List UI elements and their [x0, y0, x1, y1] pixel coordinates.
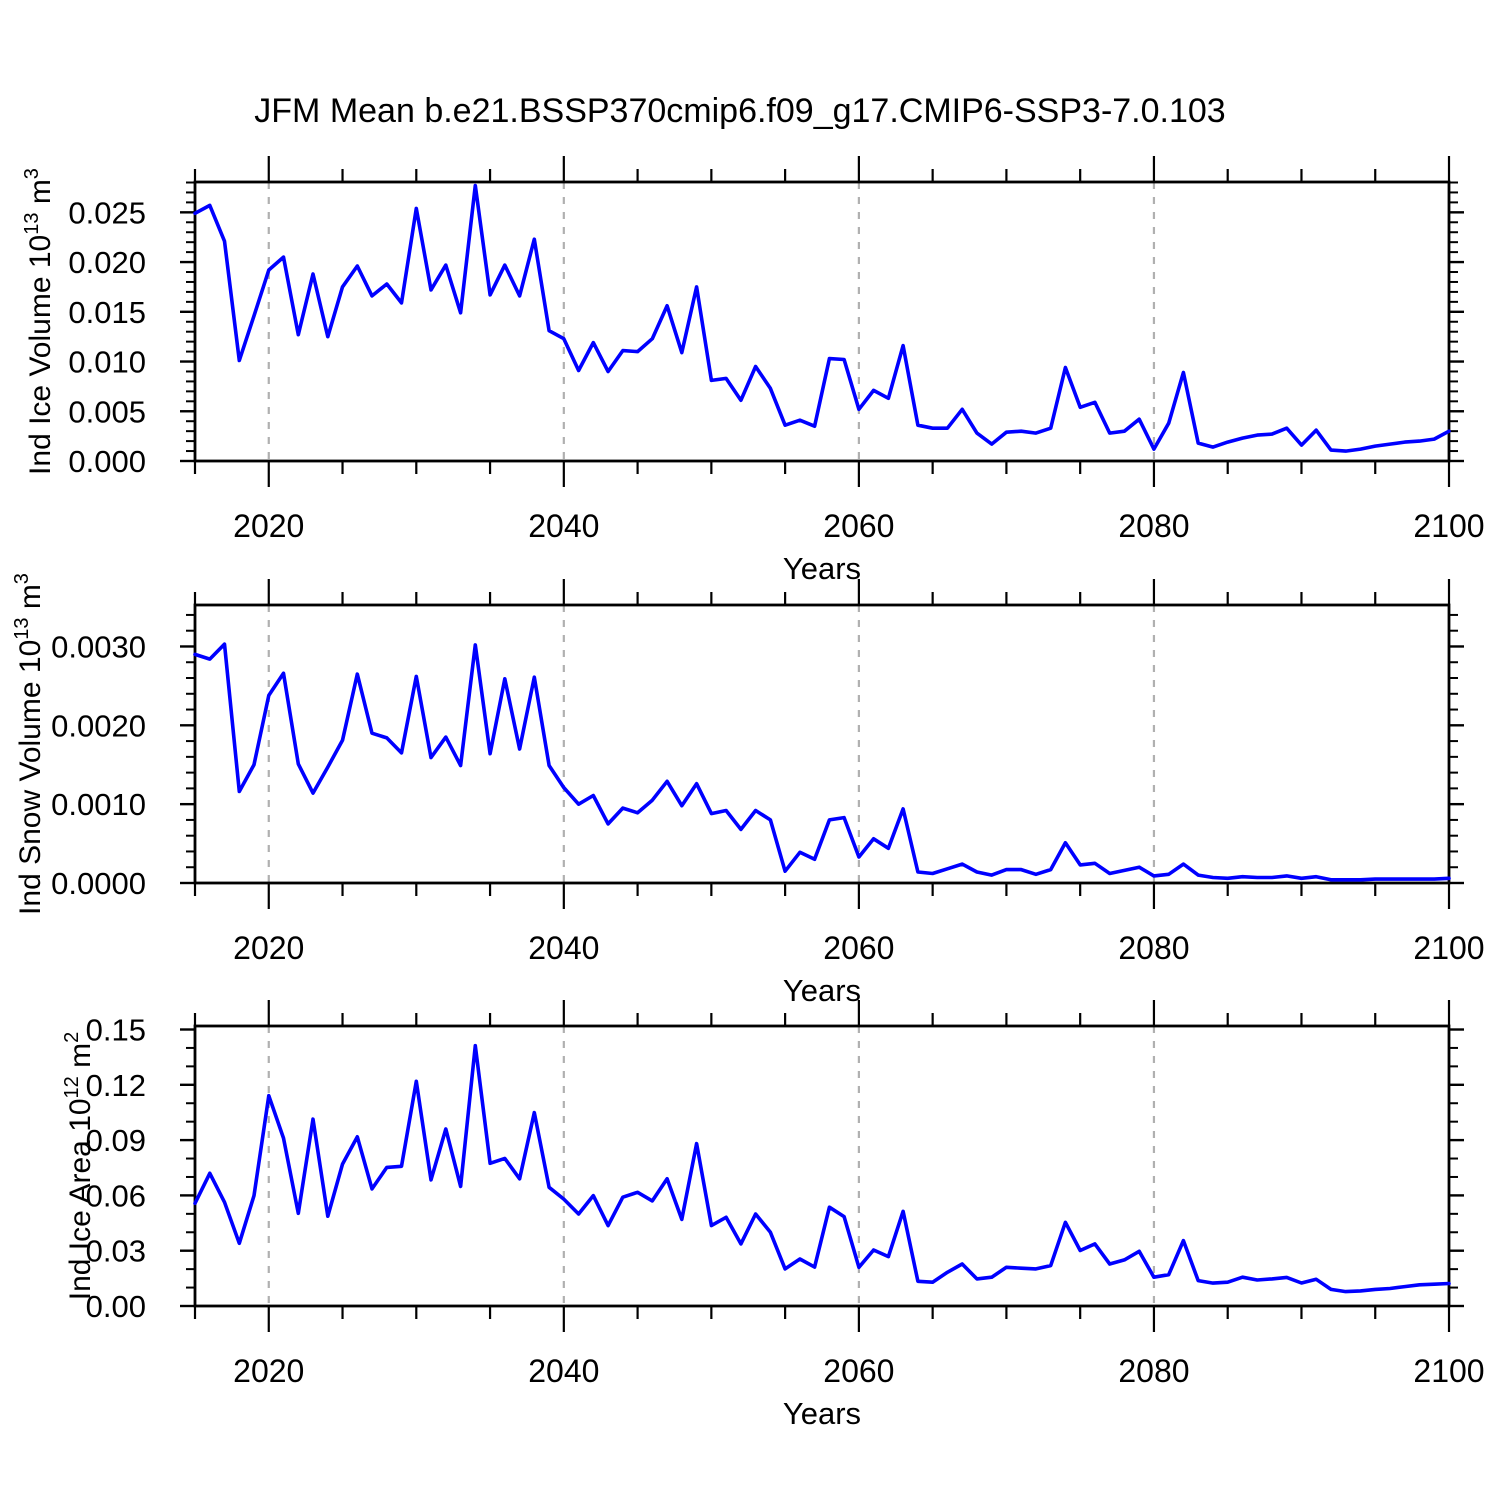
figure-title: JFM Mean b.e21.BSSP370cmip6.f09_g17.CMIP… [254, 92, 1225, 130]
y-tick-label: 0.0000 [51, 866, 146, 901]
y-tick-label: 0.09 [86, 1123, 146, 1158]
plot-border [193, 603, 1451, 885]
y-tick-label: 0.020 [68, 245, 146, 280]
plot-border [193, 1024, 1451, 1308]
x-tick-label: 2020 [233, 508, 304, 544]
plot-border [193, 180, 1451, 463]
y-tick-label: 0.15 [86, 1013, 146, 1048]
x-tick-label: 2100 [1413, 1353, 1484, 1389]
y-tick-label: 0.0030 [51, 629, 146, 664]
y-tick-label: 0.03 [86, 1234, 146, 1269]
x-tick-label: 2020 [233, 930, 304, 966]
x-tick-label: 2060 [823, 1353, 894, 1389]
chart-ice-volume: 0.000 0.005 0.010 0.015 0.020 0.025 2020 2040 20… [21, 156, 1485, 586]
x-tick-label: 2080 [1118, 930, 1189, 966]
y-tick-label: 0.0020 [51, 708, 146, 743]
series-line-ice-volume [193, 183, 1451, 453]
y-tick-label: 0.025 [68, 195, 146, 230]
y-tick-label: 0.000 [68, 444, 146, 479]
x-tick-label: 2040 [528, 930, 599, 966]
y-tick-label: 0.015 [68, 295, 146, 330]
y-axis-title: Ind Ice Area 1012 m2 [61, 1032, 97, 1301]
x-axis-title: Years [783, 973, 861, 1008]
y-tick-label: 0.12 [86, 1068, 146, 1103]
y-tick-label: 0.06 [86, 1178, 146, 1213]
x-tick-label: 2040 [528, 508, 599, 544]
x-tick-label: 2080 [1118, 508, 1189, 544]
x-axis-title: Years [783, 1396, 861, 1431]
x-tick-label: 2020 [233, 1353, 304, 1389]
chart-snow-volume: 0.0000 0.0010 0.0020 0.0030 2020 2040 2060 2080… [11, 573, 1485, 1008]
y-tick-label: 0.005 [68, 394, 146, 429]
y-axis-title: Ind Snow Volume 1013 m3 [11, 573, 47, 915]
x-axis-title: Years [783, 551, 861, 586]
y-tick-label: 0.00 [86, 1289, 146, 1324]
y-tick-label: 0.0010 [51, 787, 146, 822]
x-tick-label: 2060 [823, 508, 894, 544]
x-tick-label: 2100 [1413, 508, 1484, 544]
y-axis-title: Ind Ice Volume 1013 m3 [21, 168, 57, 475]
x-tick-label: 2100 [1413, 930, 1484, 966]
chart-ice-area: 0.00 0.03 0.06 0.09 0.12 0.15 2020 2040 2060 2080… [61, 1000, 1485, 1431]
x-tick-label: 2080 [1118, 1353, 1189, 1389]
y-tick-label: 0.010 [68, 345, 146, 380]
x-tick-label: 2060 [823, 930, 894, 966]
series-line-snow-volume [193, 642, 1451, 882]
x-tick-label: 2040 [528, 1353, 599, 1389]
series-line-ice-area [193, 1043, 1451, 1294]
charts-root: 0.000 0.005 0.010 0.015 0.020 0.025 2020 2040 20… [11, 156, 1485, 1431]
